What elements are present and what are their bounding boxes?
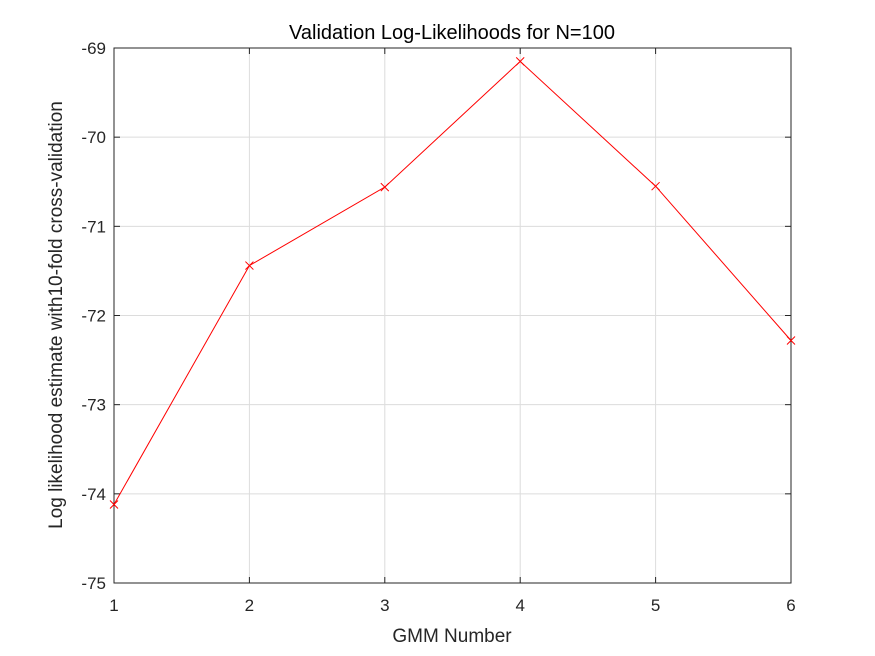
y-tick-label: -74 (81, 485, 106, 504)
y-tick-label: -69 (81, 39, 106, 58)
x-axis-label: GMM Number (392, 626, 512, 647)
y-tick-label: -71 (81, 217, 106, 236)
data-point-marker (109, 500, 119, 509)
chart-title: Validation Log-Likelihoods for N=100 (289, 22, 615, 44)
y-axis-label: Log likelihood estimate with10-fold cros… (46, 101, 67, 529)
data-point-marker (786, 336, 796, 345)
x-tick-label: 1 (109, 596, 118, 615)
y-tick-label: -72 (81, 307, 106, 326)
data-point-marker (515, 57, 525, 66)
y-tick-label: -75 (81, 574, 106, 593)
data-point-marker (380, 182, 390, 192)
x-tick-label: 4 (515, 596, 524, 615)
y-tick-label: -73 (81, 396, 106, 415)
x-tick-labels: 1 2 3 4 5 6 (109, 596, 795, 615)
y-tick-labels: -75 -74 -73 -72 -71 -70 -69 (81, 39, 106, 593)
series-line (113, 60, 792, 505)
y-tick-label: -70 (81, 128, 106, 147)
x-tick-label: 2 (245, 596, 254, 615)
data-point-marker (651, 181, 660, 191)
x-tick-label: 3 (380, 596, 389, 615)
axis-ticks (113, 47, 792, 584)
grid-lines (113, 47, 792, 584)
series-group (109, 57, 796, 509)
x-tick-label: 5 (651, 596, 660, 615)
x-tick-label: 6 (786, 596, 795, 615)
data-point-marker (245, 261, 254, 270)
